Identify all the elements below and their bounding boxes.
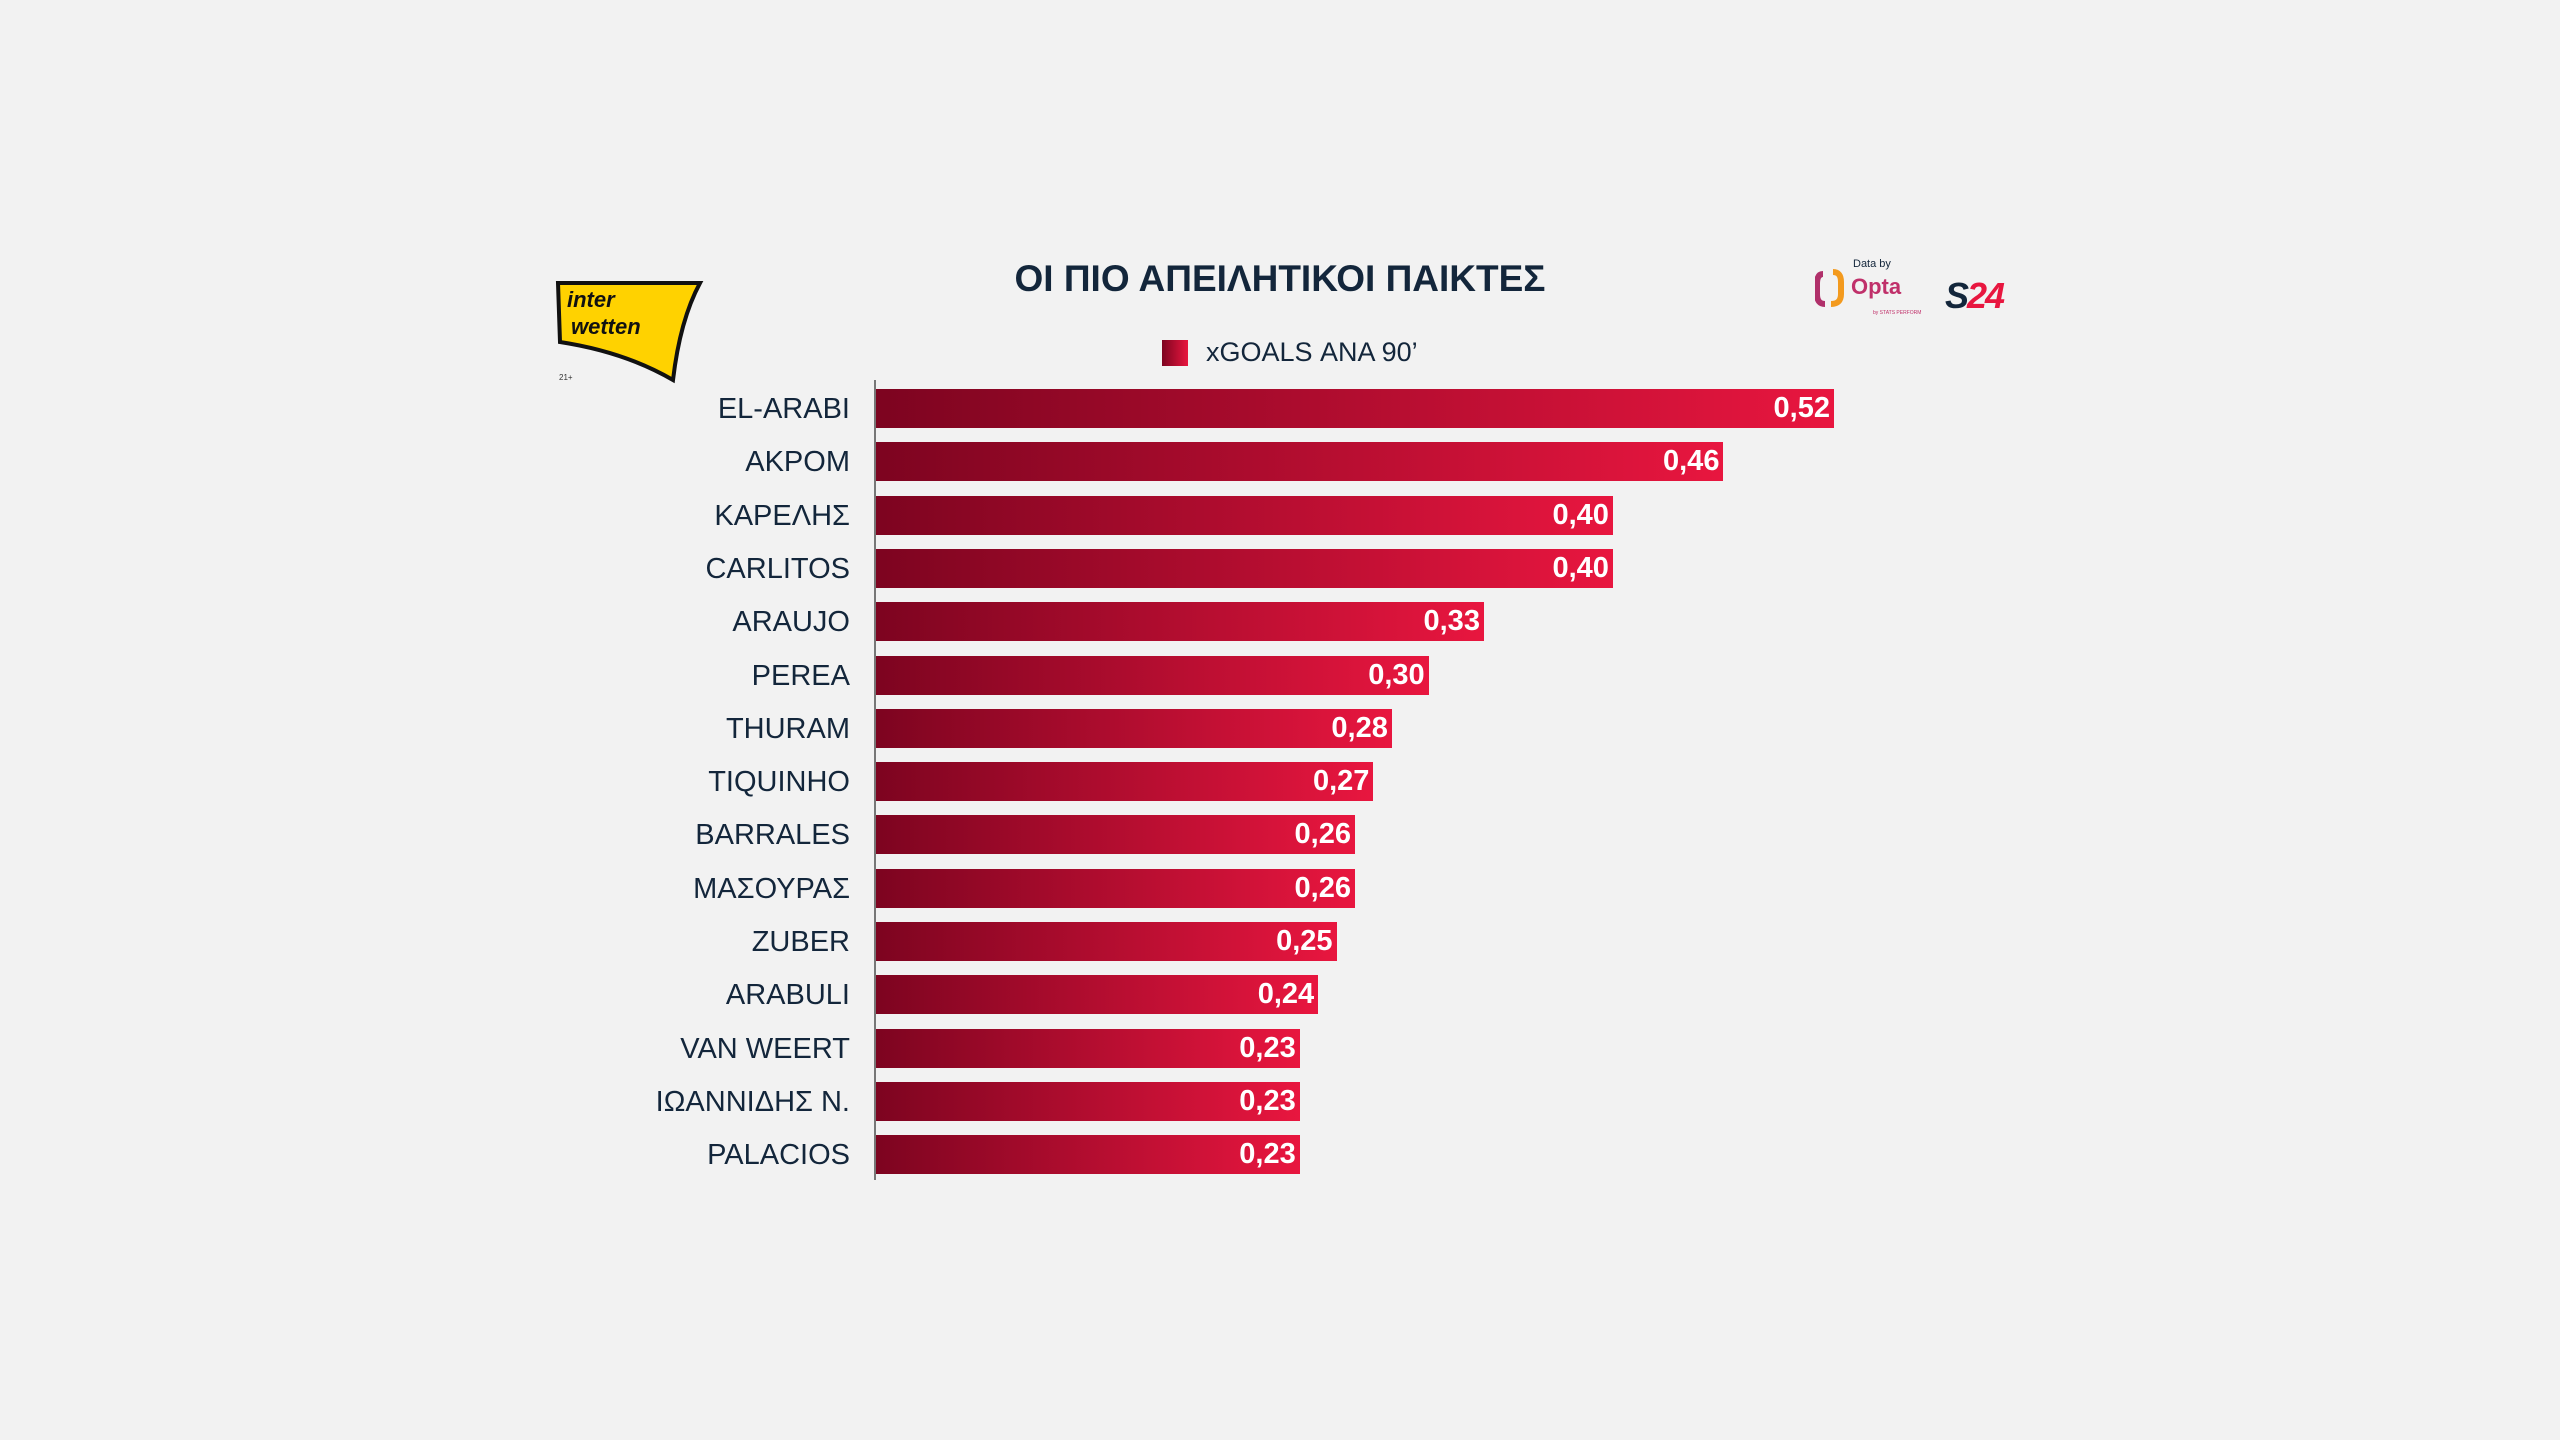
bar: 0,52 <box>876 389 1834 428</box>
value-label: 0,46 <box>1663 445 1720 478</box>
legend-label: xGOALS ΑΝΑ 90’ <box>1206 337 1418 367</box>
bar: 0,40 <box>876 495 1613 535</box>
bar: 0,30 <box>876 655 1429 695</box>
value-label: 0,27 <box>1312 765 1370 798</box>
bar: 0,25 <box>876 922 1337 961</box>
svg-text:wetten: wetten <box>571 314 641 339</box>
category-label: VAN WEERT <box>680 1032 850 1065</box>
value-label: 0,23 <box>1239 1031 1296 1064</box>
value-label: 0,33 <box>1423 605 1480 638</box>
category-label: ΑΚΡΟΜ <box>745 446 850 479</box>
bar-row: ARABULI 0,24 <box>0 975 2560 1015</box>
bar: 0,26 <box>876 815 1355 855</box>
bar-row: CARLITOS 0,40 <box>0 548 2560 589</box>
bar: 0,23 <box>876 1135 1300 1175</box>
category-label: ARABULI <box>725 979 850 1012</box>
bar: 0,24 <box>876 975 1319 1015</box>
bar-row: BARRALES 0,26 <box>0 815 2560 855</box>
legend-swatch <box>1162 339 1188 366</box>
bar-row: TIQUINHO 0,27 <box>0 762 2560 802</box>
bar-row: ΑΚΡΟΜ 0,46 <box>0 442 2560 482</box>
bar: 0,26 <box>876 868 1355 908</box>
bar: 0,46 <box>876 442 1724 482</box>
bar: 0,23 <box>876 1028 1300 1068</box>
category-label: TIQUINHO <box>708 766 850 799</box>
value-label: 0,24 <box>1257 978 1315 1011</box>
s24-logo: S24 <box>1945 275 2005 316</box>
value-label: 0,30 <box>1368 658 1425 691</box>
bar-row: ΜΑΣΟΥΡΑΣ 0,26 <box>0 868 2560 909</box>
y-axis-line <box>874 380 876 1180</box>
category-label: EL-ARABI <box>717 393 850 425</box>
bar-row: THURAM 0,28 <box>0 708 2560 749</box>
svg-text:by STATS PERFORM: by STATS PERFORM <box>1873 310 1921 316</box>
interwetten-logo: inter wetten 21+ <box>555 281 704 384</box>
value-label: 0,23 <box>1239 1138 1296 1171</box>
svg-text:21+: 21+ <box>559 373 573 382</box>
opta-logo: Data by Opta by STATS PERFORM <box>1815 258 1921 316</box>
category-label: ΚΑΡΕΛΗΣ <box>714 499 850 532</box>
value-label: 0,26 <box>1294 871 1351 904</box>
category-label: ZUBER <box>751 926 850 958</box>
svg-text:Data by: Data by <box>1853 258 1891 270</box>
chart-title: ΟΙ ΠΙΟ ΑΠΕΙΛΗΤΙΚΟΙ ΠΑΙΚΤΕΣ <box>1014 258 1546 299</box>
bar-row: ΚΑΡΕΛΗΣ 0,40 <box>0 495 2560 536</box>
bar: 0,40 <box>876 548 1613 588</box>
category-label: ΙΩΑΝΝΙΔΗΣ Ν. <box>655 1085 850 1118</box>
value-label: 0,52 <box>1773 392 1830 424</box>
category-label: PEREA <box>751 659 850 692</box>
svg-text:inter: inter <box>567 287 616 312</box>
category-label: THURAM <box>725 712 850 745</box>
bar: 0,33 <box>876 602 1484 642</box>
bar-row: EL-ARABI 0,52 <box>0 389 2560 429</box>
value-label: 0,40 <box>1552 498 1609 531</box>
legend: xGOALS ΑΝΑ 90’ <box>1162 337 1418 368</box>
bar-row: PALACIOS 0,23 <box>0 1135 2560 1175</box>
value-label: 0,23 <box>1239 1084 1296 1117</box>
bar-row: VAN WEERT 0,23 <box>0 1028 2560 1069</box>
category-label: ARAUJO <box>732 606 850 639</box>
category-label: BARRALES <box>695 819 850 852</box>
value-label: 0,25 <box>1276 925 1333 957</box>
value-label: 0,28 <box>1331 711 1388 744</box>
bar-row: ARAUJO 0,33 <box>0 602 2560 642</box>
bar-row: ΙΩΑΝΝΙΔΗΣ Ν. 0,23 <box>0 1081 2560 1122</box>
bar: 0,27 <box>876 762 1374 802</box>
bar-row: ZUBER 0,25 <box>0 922 2560 962</box>
category-label: PALACIOS <box>707 1139 850 1172</box>
bar: 0,28 <box>876 708 1392 748</box>
category-label: CARLITOS <box>705 552 850 585</box>
bar: 0,23 <box>876 1081 1300 1121</box>
category-label: ΜΑΣΟΥΡΑΣ <box>693 872 850 905</box>
svg-text:Opta: Opta <box>1851 274 1902 299</box>
value-label: 0,40 <box>1552 551 1609 584</box>
value-label: 0,26 <box>1294 818 1351 851</box>
bar-row: PEREA 0,30 <box>0 655 2560 696</box>
